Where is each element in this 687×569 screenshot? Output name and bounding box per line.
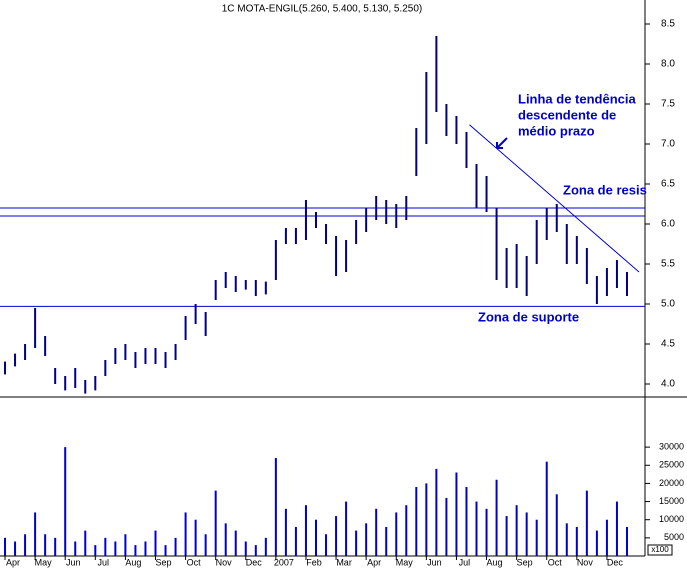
y2-tick-label: 5000 [664, 532, 684, 542]
y-tick-label: 8.0 [661, 59, 675, 70]
x-tick-label: Jul [98, 557, 110, 567]
x-tick-label: Aug [125, 557, 141, 567]
x-tick-label: Apr [6, 557, 20, 567]
y2-tick-label: 10000 [659, 514, 684, 524]
x-tick-label: Jun [66, 557, 81, 567]
y2-tick-label: 20000 [659, 478, 684, 488]
y-tick-label: 5.5 [661, 259, 675, 270]
trend-line [469, 124, 640, 273]
annotation: descendente de [518, 107, 616, 122]
x-tick-label: May [35, 557, 53, 567]
x-tick-label: Aug [487, 557, 503, 567]
x-tick-label: May [396, 557, 414, 567]
y-tick-label: 6.5 [661, 179, 675, 190]
volume-unit: x100 [651, 545, 669, 554]
x-tick-label: Dec [246, 557, 263, 567]
x-tick-label: 2007 [274, 557, 294, 567]
unit-box [647, 544, 673, 556]
y-tick-label: 4.5 [661, 339, 675, 350]
x-tick-label: Dec [607, 557, 624, 567]
y-tick-label: 7.0 [661, 139, 675, 150]
chart-title: 1C MOTA-ENGIL(5.260, 5.400, 5.130, 5.250… [222, 4, 422, 15]
y-tick-label: 4.0 [661, 379, 675, 390]
annotation: médio prazo [518, 123, 595, 138]
x-tick-label: Oct [187, 557, 202, 567]
x-tick-label: Oct [548, 557, 563, 567]
y2-tick-label: 25000 [659, 460, 684, 470]
x-tick-label: Nov [216, 557, 233, 567]
annotation: Zona de resis [563, 182, 647, 197]
y2-tick-label: 30000 [659, 441, 684, 451]
x-tick-label: Feb [306, 557, 322, 567]
x-tick-label: Jul [459, 557, 471, 567]
y-tick-label: 6.0 [661, 219, 675, 230]
x-tick-label: Apr [367, 557, 381, 567]
x-tick-label: Sep [155, 557, 171, 567]
x-tick-label: Mar [336, 557, 352, 567]
y-tick-label: 7.5 [661, 99, 675, 110]
x-tick-label: Jun [427, 557, 442, 567]
y-tick-label: 5.0 [661, 299, 675, 310]
annotation: Linha de tendência [518, 91, 637, 106]
y-tick-label: 8.5 [661, 19, 675, 30]
y2-tick-label: 15000 [659, 496, 684, 506]
x-tick-label: Nov [577, 557, 594, 567]
x-tick-label: Sep [517, 557, 533, 567]
annotation: Zona de suporte [478, 309, 579, 324]
arrow [496, 137, 508, 149]
